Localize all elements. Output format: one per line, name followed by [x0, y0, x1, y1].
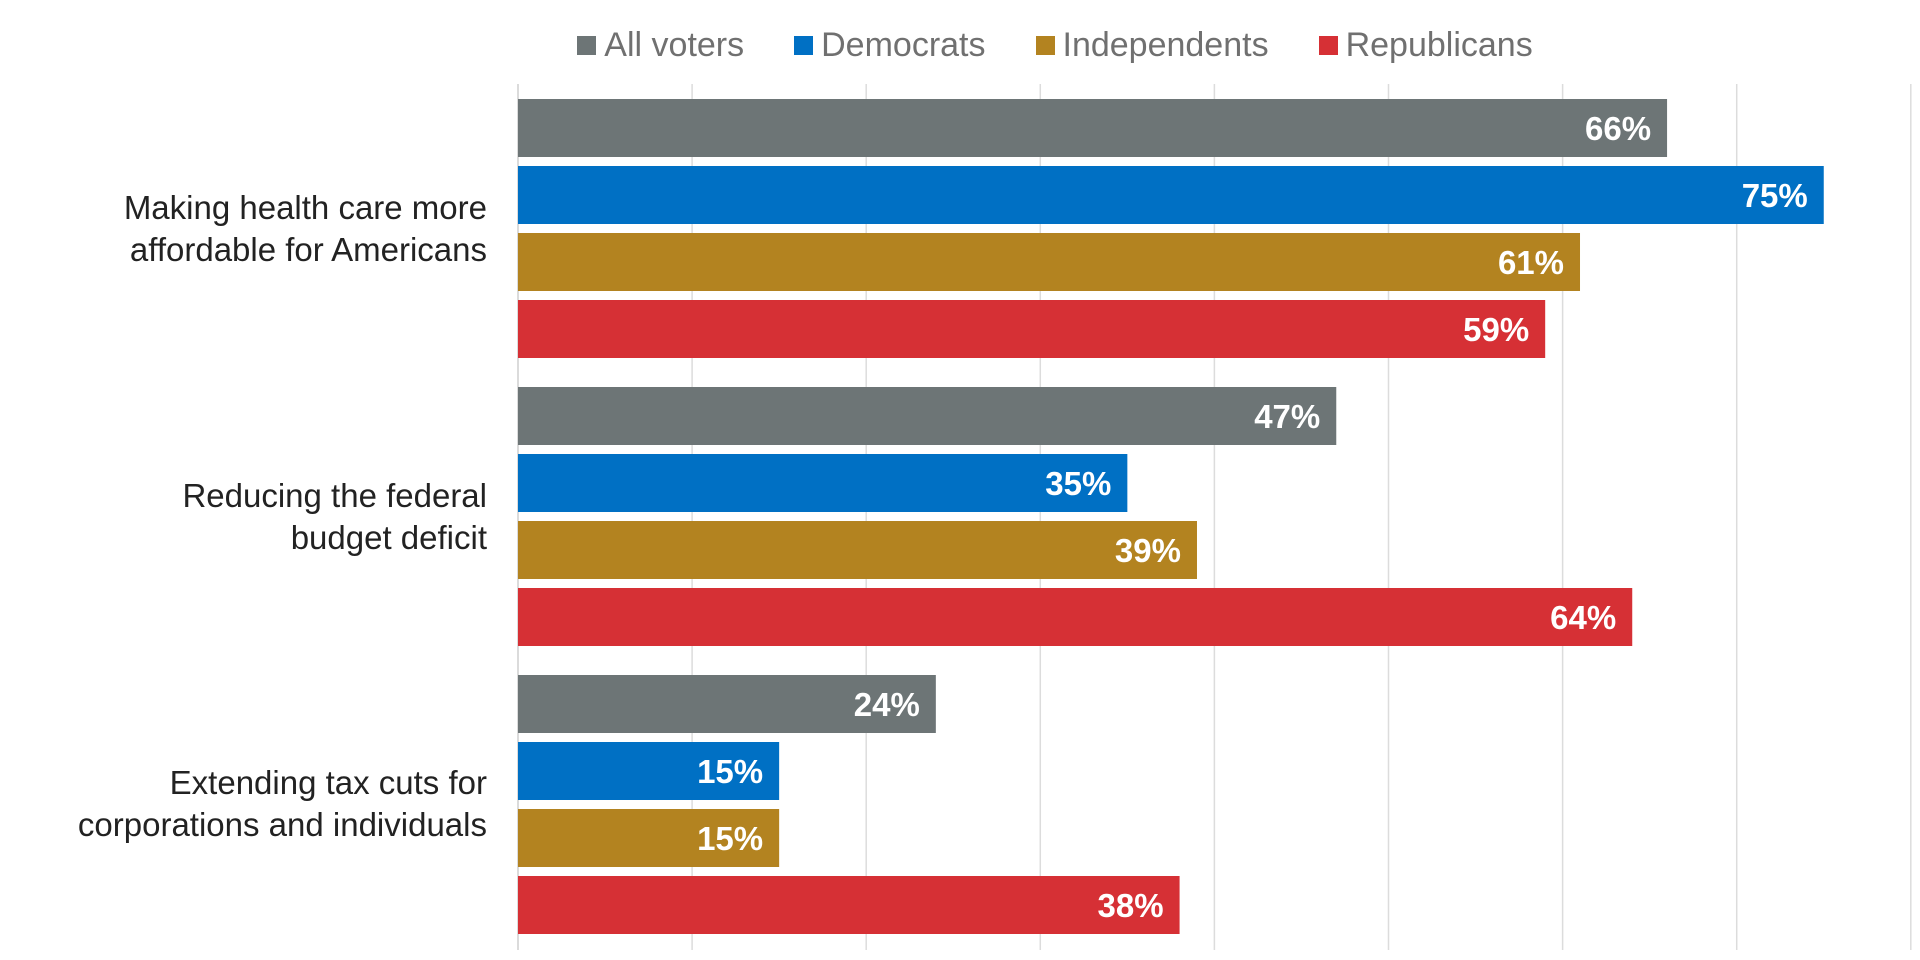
legend-item-independents: Independents [1035, 26, 1269, 64]
data-label: 24% [854, 686, 920, 723]
data-label: 66% [1585, 110, 1651, 147]
legend-swatch-democrats [794, 35, 814, 55]
legend-label-all-voters: All voters [604, 26, 745, 64]
category-label-line: affordable for Americans [129, 231, 487, 268]
bar [518, 521, 1197, 579]
category-label-line: Reducing the federal [182, 477, 487, 514]
category-label-line: Extending tax cuts for [169, 764, 487, 801]
legend-label-republicans: Republicans [1345, 26, 1533, 64]
category-label-health-care: Making health care more affordable for A… [0, 187, 487, 271]
category-label-line: corporations and individuals [77, 806, 487, 843]
bar [518, 454, 1128, 512]
legend-swatch-all-voters [577, 35, 597, 55]
legend-item-democrats: Democrats [794, 26, 986, 64]
bar [518, 809, 780, 867]
data-label: 59% [1463, 311, 1529, 348]
bar [518, 166, 1824, 224]
bar [518, 876, 1180, 934]
data-label: 15% [697, 820, 763, 857]
legend-swatch-republicans [1318, 35, 1338, 55]
category-label-tax-cuts: Extending tax cuts for corporations and … [0, 762, 487, 846]
category-label-line: Making health care more [123, 189, 487, 226]
bar [518, 99, 1668, 157]
legend-item-republicans: Republicans [1318, 26, 1533, 64]
legend: All voters Democrats Independents Republ… [0, 28, 1920, 62]
data-label: 35% [1045, 465, 1111, 502]
legend-item-all-voters: All voters [577, 28, 744, 62]
bar [518, 742, 780, 800]
data-label: 64% [1550, 599, 1616, 636]
bar [518, 233, 1581, 291]
data-label: 15% [697, 753, 763, 790]
category-label-line: budget deficit [290, 519, 487, 556]
legend-label-democrats: Democrats [821, 26, 986, 64]
bar [518, 675, 936, 733]
bar [518, 387, 1337, 445]
data-label: 39% [1115, 532, 1181, 569]
legend-swatch-independents [1035, 35, 1055, 55]
legend-label-independents: Independents [1062, 26, 1269, 64]
data-label: 75% [1742, 177, 1808, 214]
data-label: 38% [1098, 887, 1164, 924]
data-label: 61% [1498, 244, 1564, 281]
bar [518, 588, 1633, 646]
category-label-budget-deficit: Reducing the federal budget deficit [0, 475, 487, 559]
data-label: 47% [1254, 398, 1320, 435]
bar [518, 300, 1546, 358]
